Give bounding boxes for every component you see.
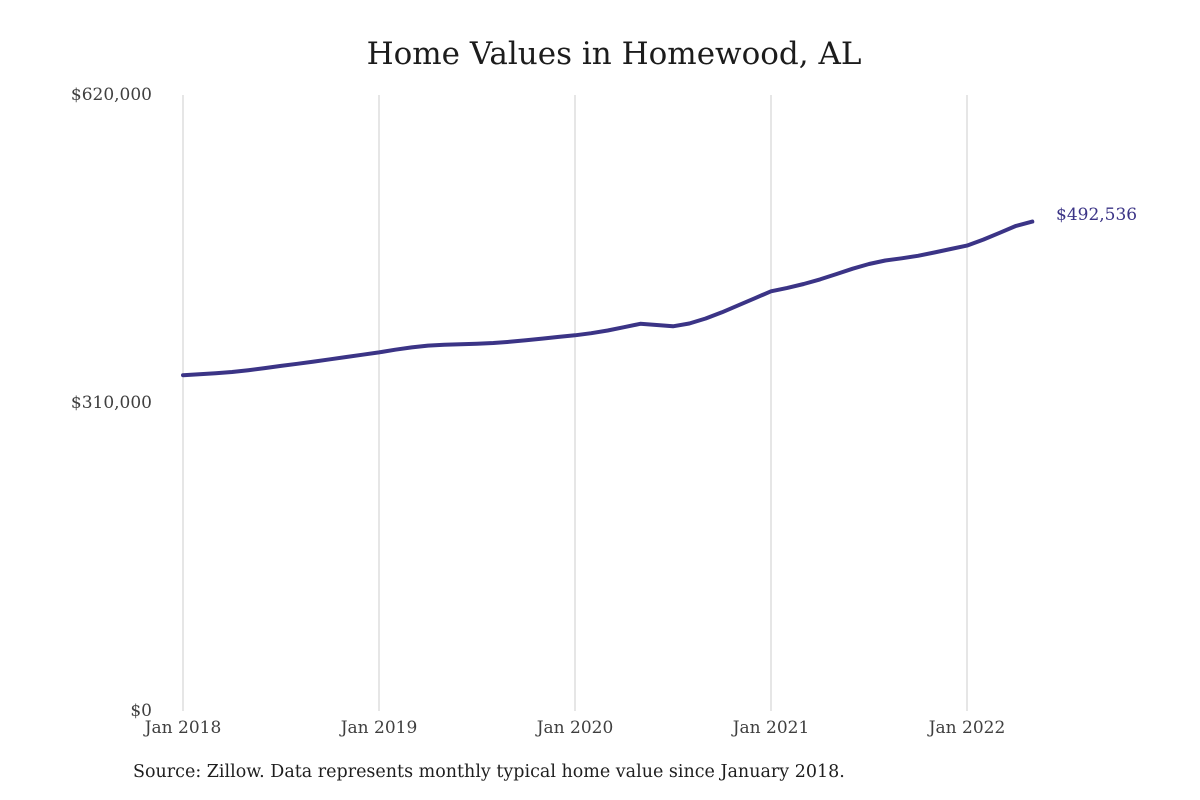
x-tick-jan-2022: Jan 2022: [928, 718, 1006, 738]
last-value-label: $492,536: [1056, 205, 1138, 225]
home-value-line: [181, 219, 1035, 378]
x-tick-jan-2019: Jan 2019: [340, 718, 418, 738]
x-tick-jan-2020: Jan 2020: [536, 718, 614, 738]
y-tick-0: $0: [130, 701, 152, 721]
chart-title: Home Values in Homewood, AL: [366, 36, 862, 72]
y-tick-310000: $310,000: [70, 393, 152, 413]
y-tick-620000: $620,000: [70, 85, 152, 105]
x-tick-jan-2018: Jan 2018: [144, 718, 222, 738]
x-tick-jan-2021: Jan 2021: [732, 718, 810, 738]
source-note: Source: Zillow. Data represents monthly …: [133, 762, 845, 782]
